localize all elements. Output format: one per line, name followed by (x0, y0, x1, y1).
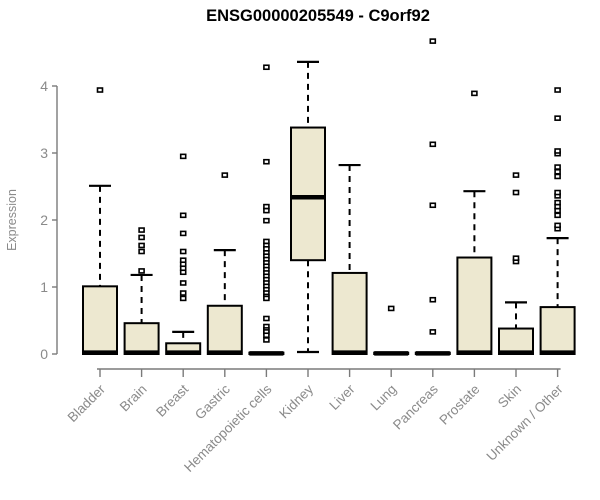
box-liver (331, 271, 368, 355)
box-unknown-other (539, 306, 576, 356)
x-label-unknown-other: Unknown / Other (483, 381, 566, 464)
outlier-point-brain (138, 234, 145, 241)
x-label-breast: Breast (153, 381, 191, 419)
y-tick-label-1: 1 (40, 279, 48, 295)
outlier-point-skin (512, 255, 520, 261)
box-prostate (456, 256, 493, 355)
outlier-point-brain (138, 268, 145, 274)
x-label-liver: Liver (326, 381, 358, 413)
outlier-point-breast (179, 153, 187, 160)
box-skin (498, 327, 534, 356)
x-label-prostate: Prostate (436, 382, 482, 428)
outlier-point-breast (179, 290, 187, 296)
outlier-point-pancreas (429, 329, 437, 335)
outlier-point-gastric (221, 172, 229, 178)
box-gastric (206, 304, 243, 356)
y-axis-label: Expression (5, 189, 19, 251)
outlier-point-hematopoietic-cells (263, 332, 270, 339)
outlier-point-breast (179, 248, 187, 255)
chart-title: ENSG00000205549 - C9orf92 (206, 7, 430, 25)
outlier-point-bladder (96, 87, 104, 93)
outlier-point-unknown-other (554, 148, 561, 154)
outlier-point-unknown-other (554, 87, 561, 93)
y-tick-label-4: 4 (40, 78, 48, 94)
outlier-point-hematopoietic-cells (263, 217, 270, 224)
outlier-point-lung (387, 305, 395, 312)
outlier-point-breast (179, 230, 187, 237)
outlier-point-breast (179, 280, 187, 286)
outlier-point-unknown-other (554, 189, 561, 196)
outlier-point-unknown-other (554, 115, 561, 121)
outlier-point-unknown-other (554, 199, 561, 206)
outlier-point-pancreas (429, 141, 437, 148)
outlier-point-skin (512, 172, 520, 178)
x-label-skin: Skin (495, 382, 524, 411)
outlier-point-hematopoietic-cells (263, 337, 270, 343)
outlier-point-hematopoietic-cells (263, 158, 270, 165)
y-tick-label-0: 0 (40, 346, 48, 362)
outlier-point-hematopoietic-cells (263, 64, 270, 71)
box-bladder (82, 285, 118, 355)
x-label-lung: Lung (367, 382, 399, 414)
outlier-point-pancreas (429, 38, 437, 44)
x-label-bladder: Bladder (65, 381, 109, 425)
box-kidney (290, 126, 326, 262)
outlier-point-breast (179, 257, 187, 264)
outlier-point-unknown-other (554, 173, 561, 180)
outlier-point-brain (138, 242, 145, 249)
y-tick-label-2: 2 (40, 212, 48, 228)
outlier-point-pancreas (429, 202, 437, 209)
y-tick-label-3: 3 (40, 145, 48, 161)
outlier-point-unknown-other (554, 222, 561, 229)
x-label-brain: Brain (117, 382, 150, 415)
outlier-point-breast (179, 295, 187, 302)
box-brain (123, 322, 160, 355)
x-label-gastric: Gastric (192, 381, 233, 422)
outlier-point-skin (512, 189, 520, 196)
x-label-pancreas: Pancreas (390, 381, 441, 432)
outlier-point-hematopoietic-cells (263, 207, 270, 214)
outlier-point-breast (179, 212, 187, 219)
outlier-point-brain (138, 227, 145, 233)
outlier-point-unknown-other (554, 168, 561, 175)
outlier-point-hematopoietic-cells (263, 295, 270, 302)
outlier-point-unknown-other (554, 212, 561, 219)
outlier-point-pancreas (429, 296, 437, 303)
outlier-point-brain (138, 248, 145, 255)
x-label-kidney: Kidney (276, 381, 316, 421)
outlier-point-hematopoietic-cells (263, 315, 270, 322)
outlier-point-prostate (471, 90, 478, 97)
outlier-point-unknown-other (554, 164, 561, 170)
